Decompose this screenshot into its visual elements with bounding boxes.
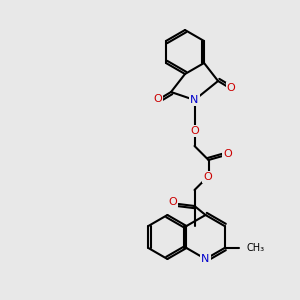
Text: O: O bbox=[223, 149, 232, 159]
Text: CH₃: CH₃ bbox=[247, 243, 265, 253]
Text: N: N bbox=[201, 254, 210, 264]
Text: O: O bbox=[227, 83, 236, 93]
Text: O: O bbox=[168, 197, 177, 207]
Text: O: O bbox=[190, 126, 199, 136]
Text: O: O bbox=[154, 94, 162, 104]
Text: N: N bbox=[190, 95, 199, 105]
Text: O: O bbox=[203, 172, 212, 182]
